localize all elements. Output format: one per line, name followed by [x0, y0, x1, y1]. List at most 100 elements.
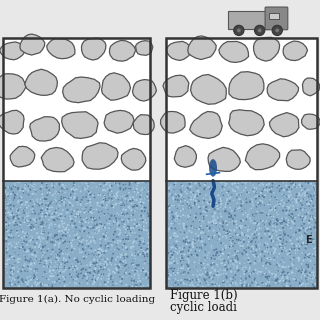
Point: [180, 259, 185, 264]
Polygon shape: [47, 39, 75, 59]
Point: [27, 245, 32, 250]
Point: [281, 238, 286, 244]
Point: [60, 228, 65, 234]
Point: [103, 267, 108, 272]
Point: [33, 256, 38, 261]
Point: [61, 200, 67, 205]
Point: [63, 252, 68, 257]
Point: [309, 195, 315, 200]
Point: [232, 241, 237, 246]
Point: [79, 197, 84, 202]
Point: [56, 190, 61, 195]
Point: [225, 196, 230, 202]
Point: [281, 229, 286, 235]
Point: [292, 185, 298, 190]
Point: [261, 186, 266, 191]
Point: [279, 249, 284, 254]
Point: [101, 197, 106, 202]
Point: [125, 211, 130, 216]
Point: [239, 190, 244, 195]
Point: [309, 186, 315, 191]
Point: [61, 216, 67, 221]
Point: [11, 203, 16, 208]
Point: [177, 249, 182, 254]
Point: [63, 197, 68, 202]
Point: [180, 244, 186, 249]
Point: [98, 243, 103, 248]
Point: [35, 196, 40, 202]
Point: [266, 278, 271, 283]
Point: [212, 207, 217, 212]
Point: [73, 264, 78, 269]
Point: [267, 284, 272, 289]
Bar: [166, 38, 317, 288]
Point: [228, 276, 233, 281]
Point: [299, 283, 304, 288]
Point: [234, 184, 239, 189]
Point: [187, 228, 192, 233]
Point: [305, 242, 310, 247]
Point: [173, 246, 179, 251]
Point: [47, 222, 52, 228]
Point: [105, 221, 110, 226]
Point: [186, 238, 191, 243]
Point: [9, 212, 14, 218]
Point: [223, 209, 228, 214]
Point: [230, 279, 235, 284]
Point: [58, 284, 63, 289]
Point: [193, 282, 198, 287]
Point: [111, 232, 116, 237]
Point: [166, 227, 171, 232]
Point: [100, 204, 106, 210]
Point: [214, 256, 219, 261]
Point: [171, 221, 176, 226]
Point: [63, 195, 68, 200]
Point: [118, 203, 123, 208]
Point: [118, 267, 123, 272]
Point: [233, 280, 238, 285]
Point: [186, 258, 191, 263]
Point: [306, 274, 311, 279]
Point: [143, 259, 148, 264]
Point: [47, 268, 52, 273]
Point: [172, 260, 178, 266]
Point: [296, 255, 301, 260]
Point: [59, 198, 64, 203]
Point: [253, 248, 259, 253]
Point: [236, 206, 242, 211]
Circle shape: [237, 28, 241, 32]
Point: [212, 215, 217, 220]
Point: [53, 222, 58, 227]
Point: [121, 260, 126, 265]
Point: [44, 185, 49, 190]
Point: [263, 226, 268, 231]
Point: [18, 183, 23, 188]
Point: [76, 212, 81, 217]
Point: [255, 228, 260, 233]
Point: [26, 220, 31, 225]
Point: [207, 225, 212, 230]
Point: [232, 263, 237, 268]
Point: [302, 206, 308, 211]
Point: [309, 222, 315, 228]
Point: [19, 220, 24, 226]
Point: [171, 255, 176, 260]
Point: [102, 222, 107, 227]
Point: [121, 211, 126, 216]
Point: [217, 236, 222, 241]
Point: [279, 186, 284, 191]
Polygon shape: [283, 41, 308, 60]
Point: [81, 266, 86, 271]
Point: [309, 199, 314, 204]
Point: [41, 225, 46, 230]
Point: [43, 214, 48, 219]
Point: [116, 188, 122, 194]
Point: [61, 195, 66, 200]
Point: [238, 223, 243, 228]
Point: [14, 231, 19, 236]
Point: [101, 275, 106, 280]
Point: [192, 260, 197, 265]
Point: [98, 192, 103, 197]
Point: [114, 219, 119, 224]
Point: [38, 224, 44, 229]
